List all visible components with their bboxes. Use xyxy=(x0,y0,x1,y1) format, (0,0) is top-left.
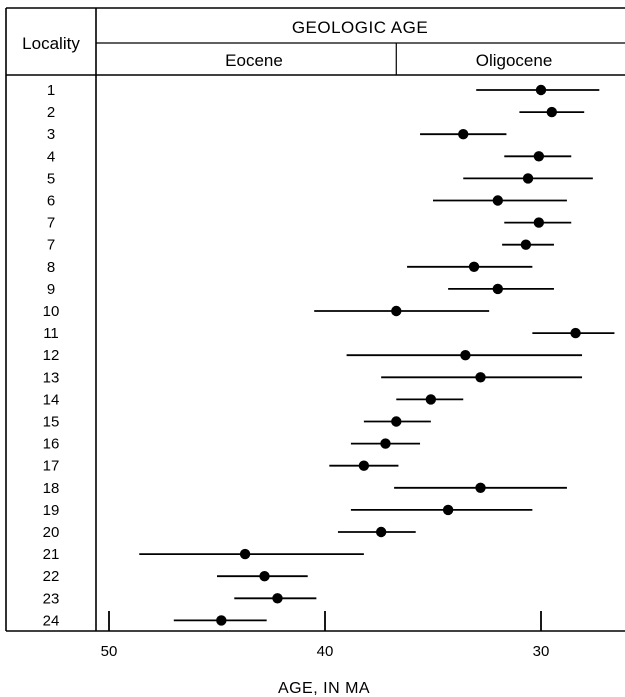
locality-label: 11 xyxy=(43,325,59,342)
locality-label: 7 xyxy=(47,215,55,232)
x-tick-label: 30 xyxy=(533,643,550,660)
x-axis-ticks: 50 40 30 xyxy=(101,611,550,660)
data-point xyxy=(535,84,547,96)
locality-label: 22 xyxy=(43,568,60,585)
locality-label: 24 xyxy=(43,612,60,629)
locality-label: 3 xyxy=(47,126,55,143)
data-point xyxy=(391,305,402,317)
locality-label: 17 xyxy=(43,458,60,475)
geologic-age-header: GEOLOGIC AGE xyxy=(292,18,428,37)
locality-label: 19 xyxy=(43,502,60,519)
data-point xyxy=(492,283,503,295)
data-point xyxy=(272,593,283,604)
data-point xyxy=(475,372,486,383)
data-point xyxy=(380,438,391,449)
data-point xyxy=(492,195,503,206)
locality-label: 21 xyxy=(43,546,60,563)
locality-label: 13 xyxy=(43,369,60,386)
locality-label: 8 xyxy=(47,259,55,276)
data-point xyxy=(375,526,387,538)
data-point xyxy=(533,217,545,228)
epoch-label-oligocene: Oligocene xyxy=(476,51,553,70)
locality-label: 6 xyxy=(47,193,55,210)
locality-label: 12 xyxy=(43,347,60,364)
data-point xyxy=(533,151,545,162)
error-bars xyxy=(139,89,615,622)
x-tick-label: 50 xyxy=(101,643,118,660)
data-point xyxy=(522,173,534,184)
data-point xyxy=(239,548,251,560)
locality-label: 5 xyxy=(47,170,55,187)
data-point xyxy=(520,239,532,250)
x-axis-title: AGE, IN MA xyxy=(278,680,370,697)
locality-header: Locality xyxy=(22,34,80,53)
data-point xyxy=(546,106,557,118)
data-point xyxy=(460,350,471,361)
x-tick-label: 40 xyxy=(317,643,334,660)
locality-label: 20 xyxy=(43,524,60,541)
data-point xyxy=(259,571,270,582)
locality-label: 10 xyxy=(43,303,60,320)
data-point xyxy=(570,327,581,339)
locality-label: 18 xyxy=(43,480,60,497)
locality-label: 2 xyxy=(47,104,55,121)
chart-frame xyxy=(5,7,625,632)
data-point xyxy=(216,615,227,626)
epoch-label-eocene: Eocene xyxy=(225,51,283,70)
locality-label: 23 xyxy=(43,590,60,607)
locality-label: 1 xyxy=(47,82,55,99)
locality-label: 16 xyxy=(43,436,60,453)
locality-label: 15 xyxy=(43,414,60,431)
locality-label: 7 xyxy=(47,237,55,254)
locality-label: 4 xyxy=(47,148,55,165)
data-point xyxy=(442,504,454,516)
locality-label: 14 xyxy=(43,391,60,408)
data-point xyxy=(391,416,402,427)
locality-label: 9 xyxy=(47,281,55,298)
data-point xyxy=(458,129,469,140)
data-points xyxy=(216,84,581,626)
data-point xyxy=(425,394,437,405)
data-point xyxy=(468,261,480,272)
data-point xyxy=(358,460,370,471)
data-point xyxy=(475,482,486,493)
